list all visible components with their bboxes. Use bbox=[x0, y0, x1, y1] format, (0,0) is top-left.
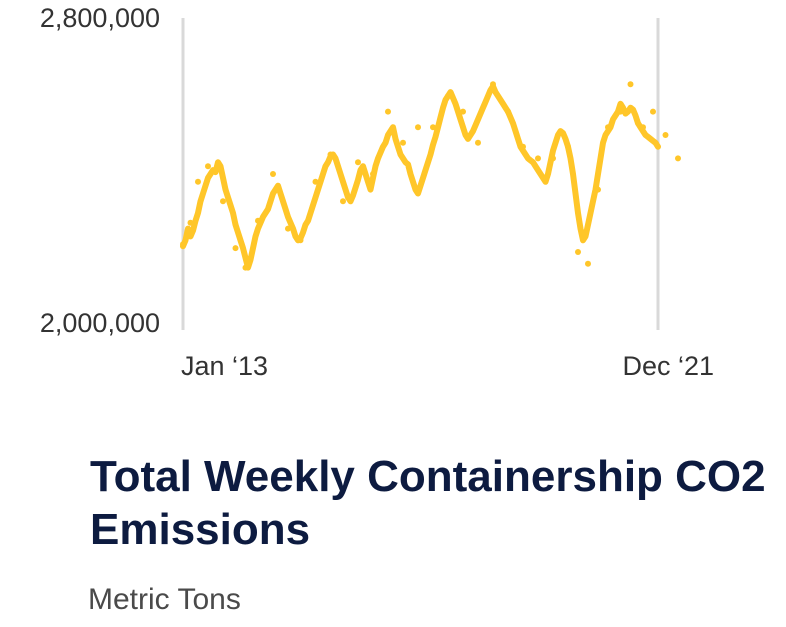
data-point-1 bbox=[187, 219, 194, 226]
data-point-4 bbox=[220, 198, 226, 205]
data-point-29 bbox=[575, 249, 581, 255]
data-point-8 bbox=[270, 171, 276, 177]
data-point-37 bbox=[662, 132, 669, 138]
x-tick-label-start: Jan ‘13 bbox=[181, 351, 268, 381]
data-point-5 bbox=[232, 245, 239, 252]
data-point-16 bbox=[385, 108, 391, 115]
line-chart: 2,800,000 2,000,000 Jan ‘13 Dec ‘21 bbox=[40, 3, 714, 381]
data-point-3 bbox=[205, 163, 211, 170]
data-point-35 bbox=[640, 124, 646, 131]
data-point-21 bbox=[460, 108, 466, 115]
data-point-18 bbox=[415, 124, 421, 131]
data-point-12 bbox=[327, 151, 334, 158]
data-point-27 bbox=[550, 155, 556, 162]
data-point-15 bbox=[370, 171, 376, 177]
data-point-0 bbox=[180, 241, 186, 248]
data-point-2 bbox=[195, 178, 201, 185]
y-tick-label-top: 2,800,000 bbox=[40, 3, 160, 33]
x-tick-label-end: Dec ‘21 bbox=[622, 351, 714, 381]
data-point-34 bbox=[627, 81, 634, 88]
data-point-26 bbox=[535, 155, 541, 162]
data-point-23 bbox=[490, 81, 496, 88]
data-point-11 bbox=[312, 178, 319, 185]
data-points bbox=[180, 81, 681, 271]
data-point-10 bbox=[297, 237, 304, 244]
data-point-38 bbox=[675, 155, 681, 162]
data-point-36 bbox=[650, 108, 656, 115]
chart-title: Total Weekly Containership CO2 Emissions bbox=[90, 452, 766, 554]
data-point-20 bbox=[445, 93, 451, 99]
data-point-22 bbox=[475, 139, 481, 146]
data-point-33 bbox=[617, 108, 624, 115]
data-point-32 bbox=[605, 124, 611, 131]
y-tick-label-bottom: 2,000,000 bbox=[40, 308, 160, 338]
data-point-25 bbox=[520, 143, 526, 150]
data-point-17 bbox=[400, 139, 406, 146]
data-point-31 bbox=[595, 186, 601, 193]
data-point-19 bbox=[430, 124, 436, 131]
data-point-6 bbox=[242, 264, 249, 271]
data-point-28 bbox=[565, 143, 571, 150]
data-point-9 bbox=[285, 225, 291, 232]
data-point-13 bbox=[340, 198, 346, 205]
data-point-24 bbox=[505, 108, 511, 115]
data-point-14 bbox=[355, 159, 361, 166]
data-point-30 bbox=[585, 260, 591, 267]
emissions-series-line bbox=[180, 83, 661, 271]
chart-subtitle: Metric Tons bbox=[88, 583, 241, 616]
data-point-7 bbox=[255, 217, 261, 224]
